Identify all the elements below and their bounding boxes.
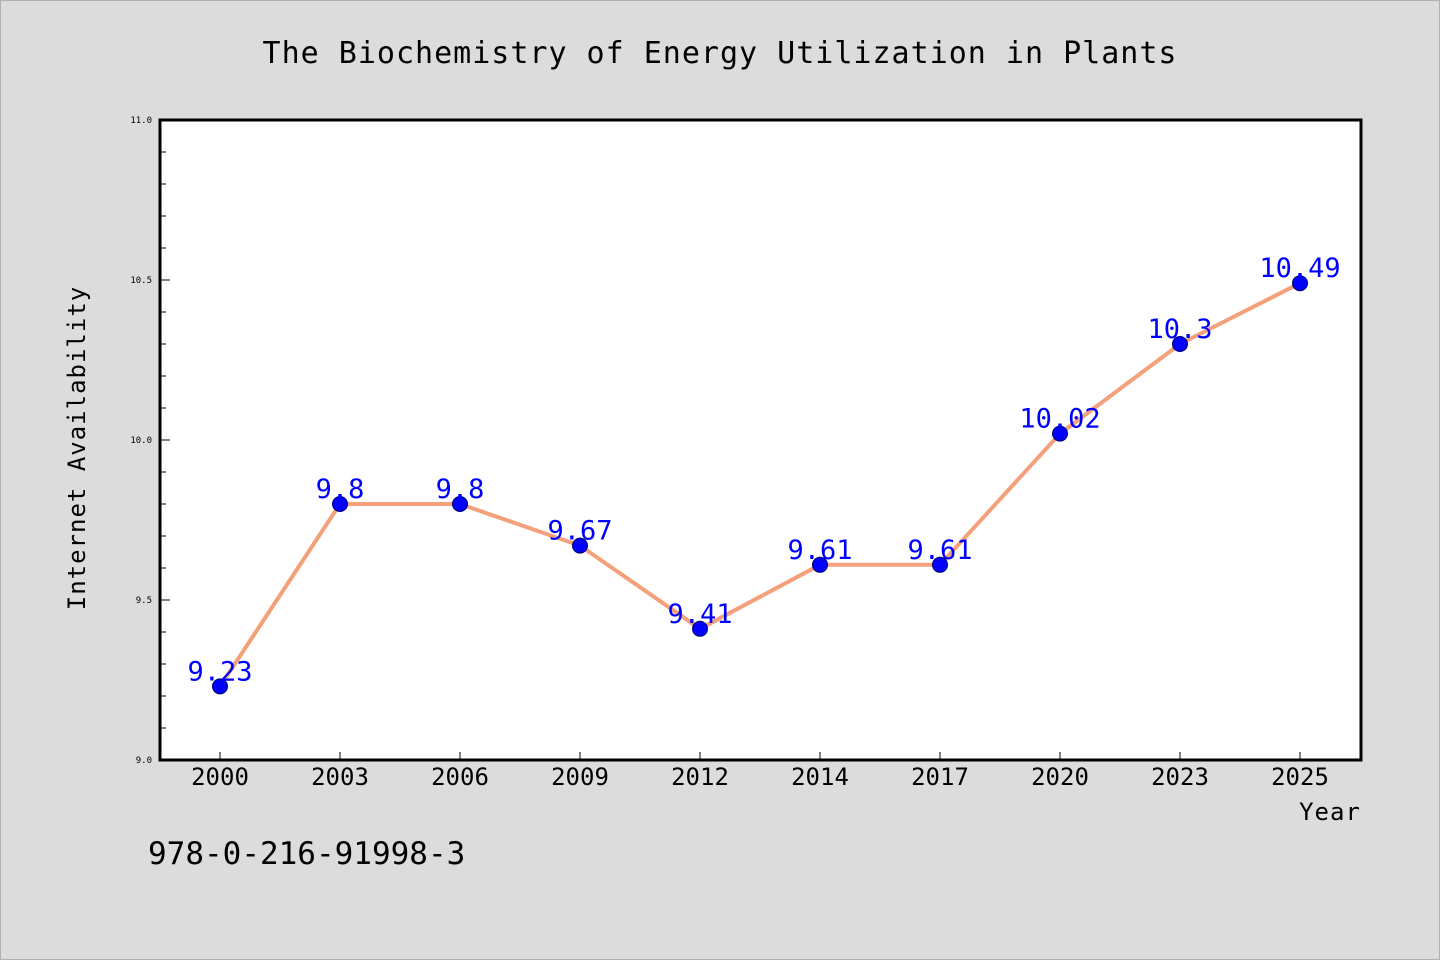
data-point bbox=[1172, 336, 1188, 352]
data-point bbox=[692, 620, 708, 637]
x-tick-label: 2009 bbox=[551, 763, 609, 791]
data-label: 9.61 bbox=[787, 535, 852, 566]
y-tick-label: 10.0 bbox=[130, 436, 152, 446]
x-axis: 2000 2003 2006 2009 2012 2014 2017 2020 2023 2025 bbox=[191, 752, 1329, 791]
series-line bbox=[218, 281, 1301, 688]
data-point bbox=[572, 537, 588, 554]
x-tick-label: 2003 bbox=[311, 763, 369, 791]
chart-title: The Biochemistry of Energy Utilization i… bbox=[263, 36, 1178, 71]
data-label: 9.8 bbox=[436, 474, 485, 505]
data-label: 10.02 bbox=[1019, 404, 1100, 435]
y-tick-label: 11.0 bbox=[130, 116, 152, 126]
data-label-group: 9.23 9.8 9.8 9.67 9.41 9.61 9.61 10.02 10.3 10.49 bbox=[187, 253, 1340, 687]
y-tick-label: 9.0 bbox=[136, 756, 152, 766]
x-axis-label: Year bbox=[1299, 798, 1361, 826]
plot-area bbox=[158, 118, 1363, 762]
y-tick-label: 10.5 bbox=[130, 276, 152, 286]
x-tick-label: 2025 bbox=[1271, 763, 1329, 791]
x-tick-label: 2014 bbox=[791, 763, 849, 791]
x-tick-label: 2000 bbox=[191, 763, 249, 791]
isbn-text: 978-0-216-91998-3 bbox=[148, 836, 465, 872]
data-point bbox=[1292, 275, 1308, 292]
y-tick-label: 9.5 bbox=[136, 596, 152, 606]
y-axis: 9.0 9.5 10.0 10.5 11.0 bbox=[130, 116, 170, 766]
x-tick-label: 2017 bbox=[911, 763, 969, 791]
data-label: 9.41 bbox=[667, 599, 732, 630]
data-point bbox=[932, 556, 948, 573]
data-label: 9.61 bbox=[907, 535, 972, 566]
data-label: 9.23 bbox=[187, 656, 252, 687]
data-label: 10.49 bbox=[1259, 253, 1340, 284]
data-point bbox=[1052, 425, 1068, 442]
series-line-group bbox=[212, 275, 1308, 695]
data-label: 10.3 bbox=[1147, 314, 1212, 345]
x-tick-label: 2006 bbox=[431, 763, 489, 791]
x-tick-label: 2012 bbox=[671, 763, 729, 791]
data-point bbox=[452, 496, 468, 512]
x-tick-label: 2023 bbox=[1151, 763, 1209, 791]
x-tick-label: 2020 bbox=[1031, 763, 1089, 791]
y-axis-label: Internet Availability bbox=[63, 286, 91, 610]
data-point bbox=[812, 556, 828, 573]
data-label: 9.67 bbox=[547, 516, 612, 547]
data-point bbox=[212, 678, 228, 695]
data-label: 9.8 bbox=[316, 474, 365, 505]
data-point bbox=[332, 496, 348, 512]
